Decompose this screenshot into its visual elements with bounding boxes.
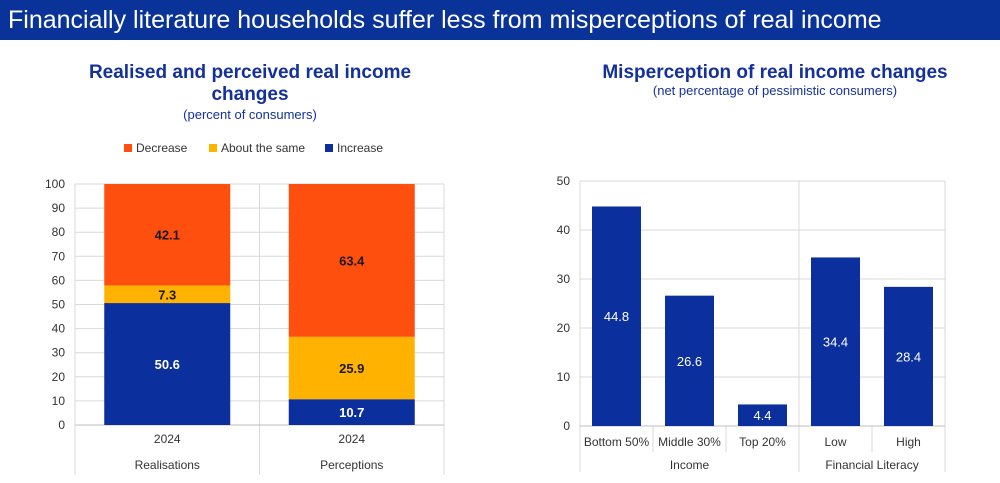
page-banner: Financially literature households suffer… bbox=[0, 0, 1000, 40]
y-tick-label: 100 bbox=[45, 177, 65, 191]
bar-segment-about-the-same bbox=[104, 285, 231, 304]
y-tick-label: 40 bbox=[52, 322, 66, 336]
y-tick-label: 30 bbox=[52, 346, 66, 360]
data-label: 34.4 bbox=[823, 335, 848, 350]
y-tick-label: 80 bbox=[52, 225, 66, 239]
bar bbox=[665, 295, 714, 426]
y-tick-label: 50 bbox=[52, 298, 66, 312]
bar bbox=[592, 206, 641, 426]
bar-segment-increase bbox=[104, 303, 231, 425]
left-chart-title: Realised and perceived real income chang… bbox=[88, 62, 412, 105]
data-label: 4.4 bbox=[753, 408, 771, 423]
bar-segment-decrease bbox=[288, 184, 415, 337]
y-tick-label: 60 bbox=[52, 273, 66, 287]
x-group-label: Realisations bbox=[135, 458, 200, 472]
bar-segment-about-the-same bbox=[288, 336, 415, 400]
data-label: 7.3 bbox=[158, 287, 176, 302]
y-tick-label: 40 bbox=[557, 223, 571, 237]
data-label: 10.7 bbox=[339, 405, 364, 420]
y-tick-label: 30 bbox=[557, 272, 571, 286]
y-tick-label: 20 bbox=[557, 321, 571, 335]
y-tick-label: 20 bbox=[52, 370, 66, 384]
x-tick-label: 2024 bbox=[154, 432, 181, 446]
x-group-label: Perceptions bbox=[320, 458, 383, 472]
data-label: 42.1 bbox=[155, 228, 180, 243]
bar bbox=[811, 257, 860, 426]
y-tick-label: 10 bbox=[52, 394, 66, 408]
right-chart-title: Misperception of real income changes bbox=[602, 62, 948, 83]
y-tick-label: 70 bbox=[52, 249, 66, 263]
bar-segment-increase bbox=[288, 399, 415, 425]
data-label: 44.8 bbox=[604, 309, 629, 324]
y-tick-label: 50 bbox=[557, 174, 571, 188]
y-tick-label: 90 bbox=[52, 201, 66, 215]
bar bbox=[738, 404, 787, 426]
legend-label: About the same bbox=[221, 141, 305, 155]
x-tick-label: Low bbox=[824, 435, 846, 449]
data-label: 26.6 bbox=[677, 354, 702, 369]
x-tick-label: Bottom 50% bbox=[584, 435, 650, 449]
data-label: 63.4 bbox=[339, 253, 365, 268]
legend-swatch-increase bbox=[325, 144, 333, 152]
data-label: 28.4 bbox=[896, 349, 921, 364]
left-chart-subtitle: (percent of consumers) bbox=[183, 107, 317, 122]
bar bbox=[884, 286, 933, 426]
legend-label: Increase bbox=[337, 141, 383, 155]
legend-swatch-about-the-same bbox=[209, 144, 217, 152]
x-group-label: Income bbox=[670, 458, 710, 472]
bar-segment-decrease bbox=[104, 184, 231, 286]
right-chart-subtitle: (net percentage of pessimistic consumers… bbox=[652, 83, 898, 98]
y-tick-label: 0 bbox=[563, 419, 570, 433]
x-tick-label: Middle 30% bbox=[658, 435, 721, 449]
y-tick-label: 10 bbox=[557, 370, 571, 384]
x-tick-label: Top 20% bbox=[739, 435, 786, 449]
x-tick-label: High bbox=[896, 435, 921, 449]
data-label: 25.9 bbox=[339, 361, 364, 376]
legend-swatch-decrease bbox=[124, 144, 132, 152]
data-label: 50.6 bbox=[155, 357, 180, 372]
x-group-label: Financial Literacy bbox=[825, 458, 918, 472]
legend-label: Decrease bbox=[136, 141, 188, 155]
y-tick-label: 0 bbox=[58, 418, 65, 432]
x-tick-label: 2024 bbox=[338, 432, 365, 446]
